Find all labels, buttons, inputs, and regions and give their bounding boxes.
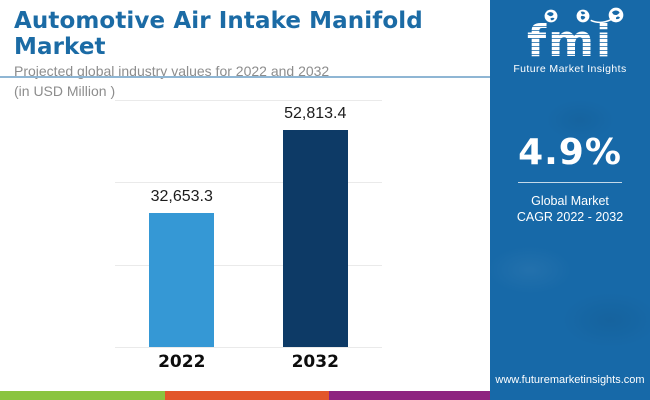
gridline bbox=[115, 100, 382, 101]
gridline bbox=[115, 265, 382, 266]
bar-2032 bbox=[282, 130, 348, 347]
bar-2022 bbox=[149, 213, 215, 347]
x-axis-label: 2022 bbox=[158, 352, 206, 372]
header-divider bbox=[0, 76, 490, 78]
globe-americas-icon bbox=[544, 9, 558, 23]
cagr-value: 4.9% bbox=[518, 132, 622, 173]
stat-caption-line-2: CAGR 2022 - 2032 bbox=[516, 210, 624, 225]
bar-column-2032: 52,813.4 bbox=[249, 100, 383, 347]
bar-value-label: 32,653.3 bbox=[150, 188, 213, 205]
footer-color-strip bbox=[0, 391, 490, 400]
globe-europe-icon bbox=[576, 9, 590, 23]
stat-caption-line-1: Global Market bbox=[531, 194, 609, 208]
sidebar: fmi Future Market Insights 4.9% Global M… bbox=[490, 0, 650, 400]
website-url[interactable]: www.futuremarketinsights.com bbox=[495, 374, 645, 386]
x-axis-labels: 2022 2032 bbox=[115, 352, 382, 372]
strip-segment bbox=[329, 391, 490, 400]
stat-divider bbox=[518, 182, 622, 183]
plot-area: 32,653.3 52,813.4 bbox=[115, 100, 382, 348]
subtitle-line-2: (in USD Million ) bbox=[14, 82, 116, 99]
fmi-logo: fmi Future Market Insights bbox=[490, 6, 650, 75]
strip-segment bbox=[165, 391, 329, 400]
logo-globes bbox=[544, 6, 624, 24]
bars-row: 32,653.3 52,813.4 bbox=[115, 100, 382, 347]
bar-column-2022: 32,653.3 bbox=[115, 100, 249, 347]
globe-asia-icon bbox=[590, 7, 624, 24]
header: Automotive Air Intake Manifold Market Pr… bbox=[14, 8, 476, 99]
chart-panel: Automotive Air Intake Manifold Market Pr… bbox=[0, 8, 490, 400]
cagr-stat: 4.9% Global Market CAGR 2022 - 2032 bbox=[490, 132, 650, 226]
fmi-logo-tagline: Future Market Insights bbox=[513, 62, 627, 75]
page-title: Automotive Air Intake Manifold Market bbox=[14, 8, 423, 60]
x-axis-label: 2032 bbox=[291, 352, 339, 372]
fmi-logo-text: fmi bbox=[490, 20, 650, 64]
gridline bbox=[115, 347, 382, 348]
bar-value-label: 52,813.4 bbox=[284, 105, 347, 122]
subtitle-line-1: Projected global industry values for 202… bbox=[14, 63, 330, 79]
strip-segment bbox=[0, 391, 165, 400]
gridline bbox=[115, 182, 382, 183]
